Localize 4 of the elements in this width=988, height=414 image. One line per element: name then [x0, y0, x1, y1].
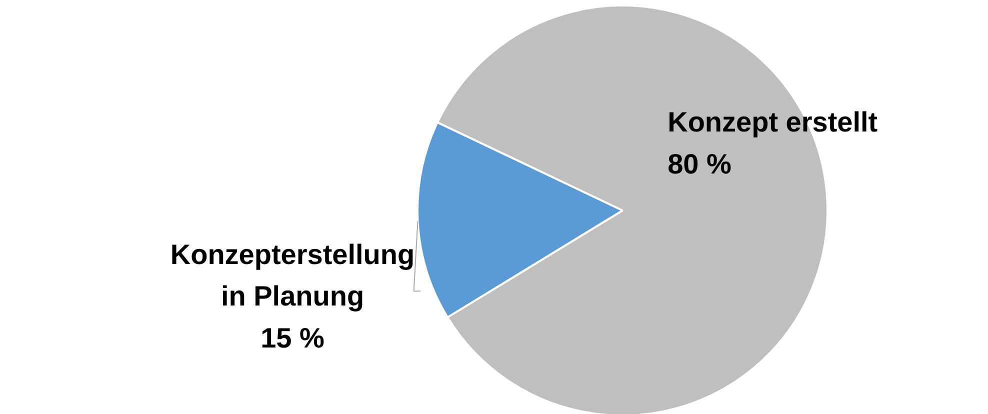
slice-label: Konzept erstellt	[668, 106, 878, 138]
data-label: 15 %	[260, 322, 325, 354]
slice-label: Konzepterstellung in Planung	[170, 238, 415, 312]
data-label: 80 %	[668, 148, 732, 180]
